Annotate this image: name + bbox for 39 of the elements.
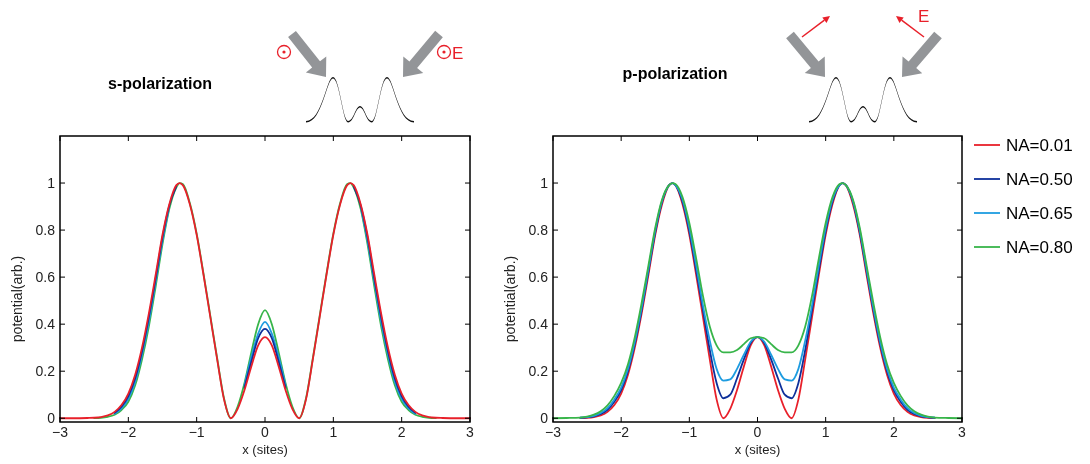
x-tick-label: 3 <box>466 424 475 440</box>
y-tick-label: 0.4 <box>528 316 549 333</box>
legend-label: NA=0.50 <box>1006 170 1073 189</box>
x-tick-label: −2 <box>120 424 137 440</box>
x-tick-label: 0 <box>753 424 762 440</box>
y-tick-label: 0.4 <box>35 316 56 333</box>
x-tick-label: 0 <box>261 424 270 440</box>
x-tick-label: 2 <box>397 424 406 440</box>
y-tick-label: 0.8 <box>35 222 56 239</box>
y-tick-label: 0 <box>47 410 56 427</box>
chart-title: p-polarization <box>622 65 728 82</box>
y-tick-label: 0.2 <box>35 363 56 380</box>
y-tick-label: 0.2 <box>528 363 549 380</box>
y-tick-label: 0.8 <box>528 222 549 239</box>
x-tick-label: −3 <box>52 424 69 440</box>
y-tick-label: 1 <box>540 175 549 192</box>
y-tick-label: 1 <box>47 175 56 192</box>
chart-title: s-polarization <box>107 75 213 92</box>
x-axis-title: x (sites) <box>242 442 288 457</box>
y-tick-label: 0.6 <box>35 269 56 286</box>
x-tick-label: −2 <box>613 424 630 440</box>
legend-label: NA=0.01 <box>1006 136 1073 155</box>
x-tick-label: −1 <box>681 424 698 440</box>
text: E <box>452 44 464 63</box>
text: E <box>918 7 930 26</box>
x-tick-label: 1 <box>821 424 830 440</box>
x-axis-title: x (sites) <box>734 442 781 457</box>
x-tick-label: 3 <box>958 424 967 440</box>
y-axis-title: potential(arb.) <box>9 255 25 343</box>
y-tick-label: 0.6 <box>528 269 549 286</box>
x-tick-label: −3 <box>545 424 562 440</box>
y-axis-title: potential(arb.) <box>502 255 518 343</box>
line-series <box>59 182 471 420</box>
x-tick-label: 2 <box>889 424 898 440</box>
x-tick-label: 1 <box>329 424 338 440</box>
legend-label: NA=0.65 <box>1006 204 1073 223</box>
x-tick-label: −1 <box>188 424 205 440</box>
y-tick-label: 0 <box>540 410 549 427</box>
legend-label: NA=0.80 <box>1006 238 1073 257</box>
